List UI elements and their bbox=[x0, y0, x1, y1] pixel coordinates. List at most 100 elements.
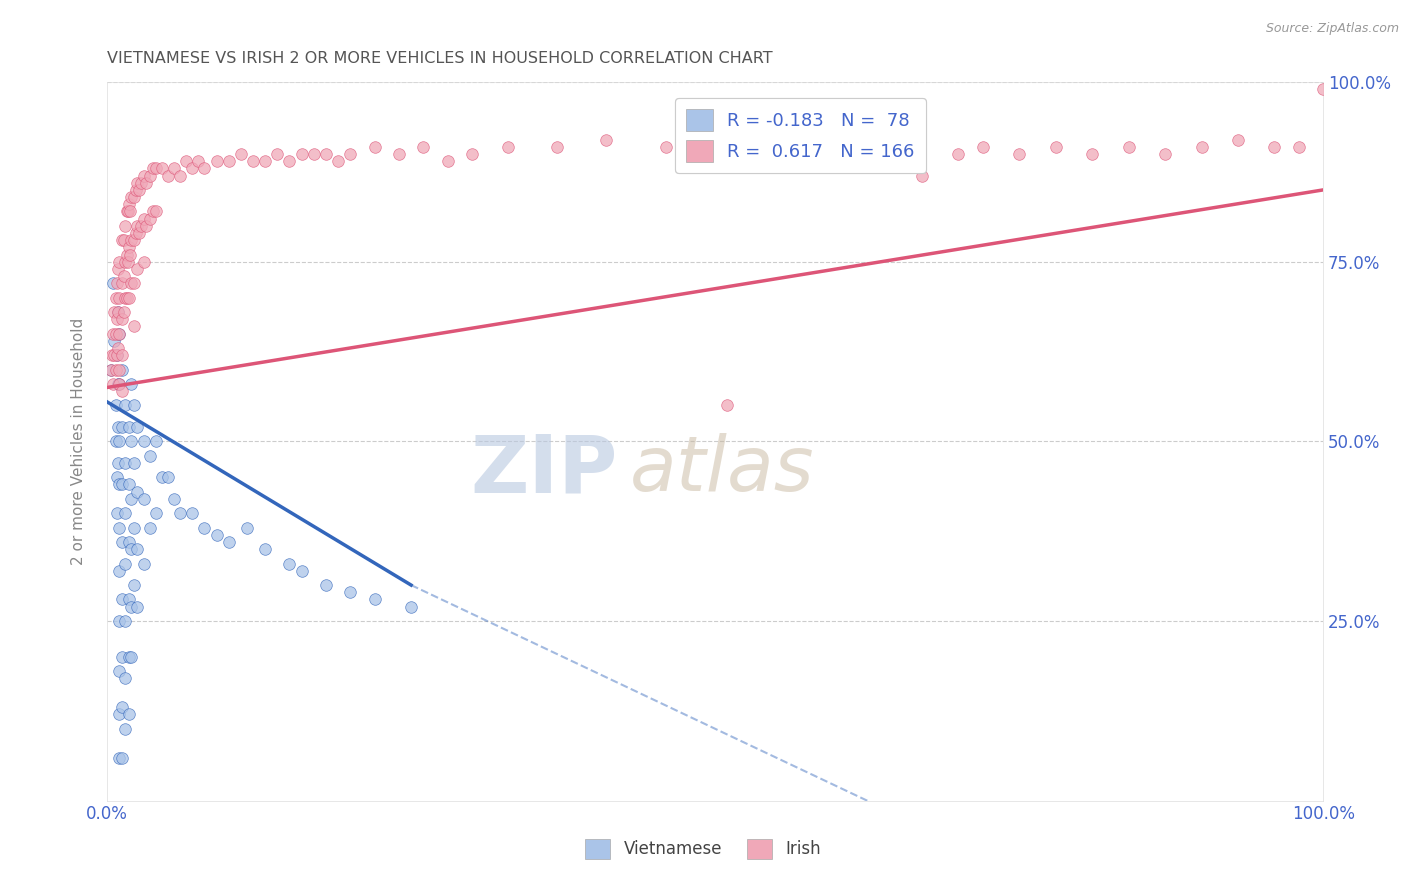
Point bbox=[145, 506, 167, 520]
Point bbox=[118, 291, 141, 305]
Point bbox=[436, 154, 458, 169]
Point bbox=[291, 564, 314, 578]
Point bbox=[132, 557, 155, 571]
Point bbox=[111, 362, 134, 376]
Point bbox=[145, 434, 167, 449]
Point bbox=[412, 140, 434, 154]
Point bbox=[127, 420, 149, 434]
Point bbox=[120, 649, 142, 664]
Point bbox=[120, 491, 142, 506]
Point bbox=[125, 226, 148, 240]
Point bbox=[108, 707, 131, 722]
Point bbox=[118, 649, 141, 664]
Point bbox=[118, 535, 141, 549]
Point bbox=[111, 535, 134, 549]
Point bbox=[138, 449, 160, 463]
Point bbox=[108, 326, 131, 341]
Point bbox=[114, 291, 136, 305]
Point bbox=[120, 204, 142, 219]
Point bbox=[132, 169, 155, 183]
Point bbox=[339, 585, 361, 599]
Point bbox=[103, 334, 125, 348]
Point bbox=[111, 592, 134, 607]
Point bbox=[118, 592, 141, 607]
Point bbox=[105, 506, 128, 520]
Point bbox=[104, 434, 127, 449]
Point bbox=[101, 277, 124, 291]
Point bbox=[254, 154, 277, 169]
Point bbox=[1045, 140, 1067, 154]
Point bbox=[498, 140, 520, 154]
Point bbox=[114, 219, 136, 233]
Point bbox=[108, 477, 131, 491]
Point bbox=[150, 161, 173, 176]
Point bbox=[108, 376, 131, 391]
Point bbox=[174, 154, 197, 169]
Point bbox=[911, 169, 934, 183]
Point bbox=[118, 420, 141, 434]
Point bbox=[1008, 147, 1031, 161]
Point bbox=[114, 399, 136, 413]
Point bbox=[156, 470, 179, 484]
Point bbox=[1288, 140, 1310, 154]
Legend: Vietnamese, Irish: Vietnamese, Irish bbox=[578, 832, 828, 866]
Point bbox=[111, 277, 134, 291]
Point bbox=[1118, 140, 1140, 154]
Point bbox=[118, 707, 141, 722]
Point bbox=[111, 384, 134, 398]
Point bbox=[127, 261, 149, 276]
Point bbox=[138, 520, 160, 534]
Y-axis label: 2 or more Vehicles in Household: 2 or more Vehicles in Household bbox=[72, 318, 86, 565]
Point bbox=[120, 233, 142, 247]
Text: ZIP: ZIP bbox=[471, 431, 617, 509]
Point bbox=[107, 261, 129, 276]
Point bbox=[111, 649, 134, 664]
Point bbox=[120, 376, 142, 391]
Point bbox=[114, 722, 136, 736]
Point bbox=[103, 348, 125, 362]
Legend: R = -0.183   N =  78, R =  0.617   N = 166: R = -0.183 N = 78, R = 0.617 N = 166 bbox=[675, 98, 925, 173]
Point bbox=[218, 154, 240, 169]
Point bbox=[132, 434, 155, 449]
Point bbox=[120, 277, 142, 291]
Point bbox=[118, 197, 141, 211]
Text: VIETNAMESE VS IRISH 2 OR MORE VEHICLES IN HOUSEHOLD CORRELATION CHART: VIETNAMESE VS IRISH 2 OR MORE VEHICLES I… bbox=[107, 51, 773, 66]
Point bbox=[120, 542, 142, 557]
Point bbox=[181, 161, 204, 176]
Point bbox=[315, 578, 337, 592]
Point bbox=[107, 305, 129, 319]
Text: Source: ZipAtlas.com: Source: ZipAtlas.com bbox=[1265, 22, 1399, 36]
Point bbox=[169, 506, 191, 520]
Point bbox=[142, 204, 165, 219]
Point bbox=[115, 291, 138, 305]
Point bbox=[122, 399, 145, 413]
Point bbox=[107, 456, 129, 470]
Point bbox=[108, 750, 131, 764]
Point bbox=[138, 211, 160, 226]
Point bbox=[108, 291, 131, 305]
Point bbox=[101, 326, 124, 341]
Point bbox=[122, 190, 145, 204]
Point bbox=[254, 542, 277, 557]
Point bbox=[117, 204, 139, 219]
Point bbox=[142, 161, 165, 176]
Point bbox=[114, 614, 136, 628]
Point bbox=[875, 140, 897, 154]
Point bbox=[108, 520, 131, 534]
Point bbox=[236, 520, 259, 534]
Point bbox=[115, 204, 138, 219]
Point bbox=[128, 183, 150, 197]
Text: atlas: atlas bbox=[630, 434, 814, 508]
Point bbox=[127, 176, 149, 190]
Point bbox=[127, 599, 149, 614]
Point bbox=[229, 147, 252, 161]
Point bbox=[111, 750, 134, 764]
Point bbox=[461, 147, 484, 161]
Point bbox=[114, 557, 136, 571]
Point bbox=[145, 204, 167, 219]
Point bbox=[117, 254, 139, 268]
Point bbox=[156, 169, 179, 183]
Point bbox=[122, 578, 145, 592]
Point bbox=[108, 665, 131, 679]
Point bbox=[101, 376, 124, 391]
